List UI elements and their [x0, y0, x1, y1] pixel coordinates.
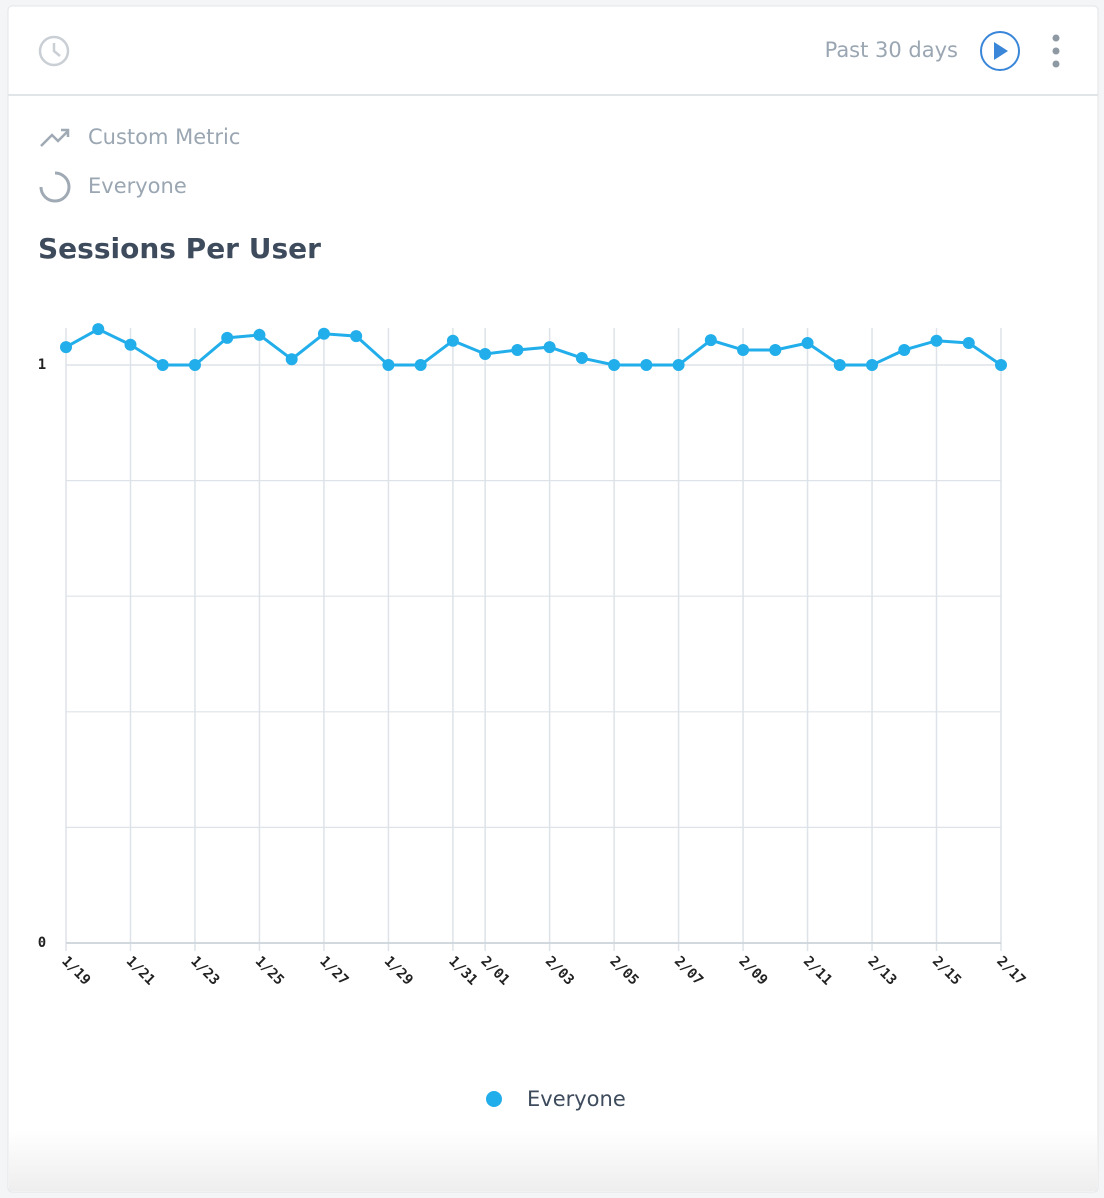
- chart-title: Sessions Per User: [38, 232, 321, 265]
- y-tick-label: 1: [38, 357, 46, 373]
- data-point: [124, 338, 137, 351]
- data-point: [575, 352, 588, 365]
- data-point: [317, 327, 330, 340]
- metric-icon: [40, 128, 70, 147]
- clock-icon: [38, 35, 70, 67]
- data-point: [92, 323, 105, 336]
- data-point: [672, 358, 685, 371]
- data-point: [995, 358, 1007, 371]
- card-fade: [9, 1130, 1097, 1191]
- data-point: [833, 358, 846, 371]
- data-point: [769, 343, 782, 356]
- data-point: [253, 328, 266, 341]
- data-point: [285, 353, 298, 366]
- date-range[interactable]: Past 30 days: [825, 38, 958, 62]
- data-point: [962, 337, 975, 350]
- segment-label[interactable]: Everyone: [88, 174, 187, 198]
- data-point: [801, 337, 814, 350]
- data-point: [898, 343, 911, 356]
- data-point: [930, 334, 943, 347]
- y-tick-label: 0: [38, 935, 46, 951]
- data-point: [479, 348, 492, 361]
- data-point: [640, 358, 653, 371]
- play-button[interactable]: [980, 31, 1020, 71]
- data-point: [60, 341, 72, 354]
- data-point: [511, 343, 524, 356]
- data-point: [446, 334, 459, 347]
- data-point: [608, 358, 621, 371]
- segment-icon: [39, 171, 71, 203]
- legend-label: Everyone: [527, 1087, 626, 1111]
- legend-marker: [486, 1091, 502, 1107]
- data-point: [188, 358, 201, 371]
- data-point: [414, 358, 427, 371]
- metric-label[interactable]: Custom Metric: [88, 125, 240, 149]
- data-point: [543, 341, 556, 354]
- data-point: [866, 358, 879, 371]
- data-point: [382, 358, 395, 371]
- data-point: [350, 330, 363, 343]
- card-bg: [7, 5, 1099, 1193]
- data-point: [704, 334, 717, 347]
- data-point: [156, 358, 169, 371]
- data-point: [221, 331, 234, 344]
- data-point: [737, 343, 750, 356]
- more-menu[interactable]: [1052, 34, 1060, 68]
